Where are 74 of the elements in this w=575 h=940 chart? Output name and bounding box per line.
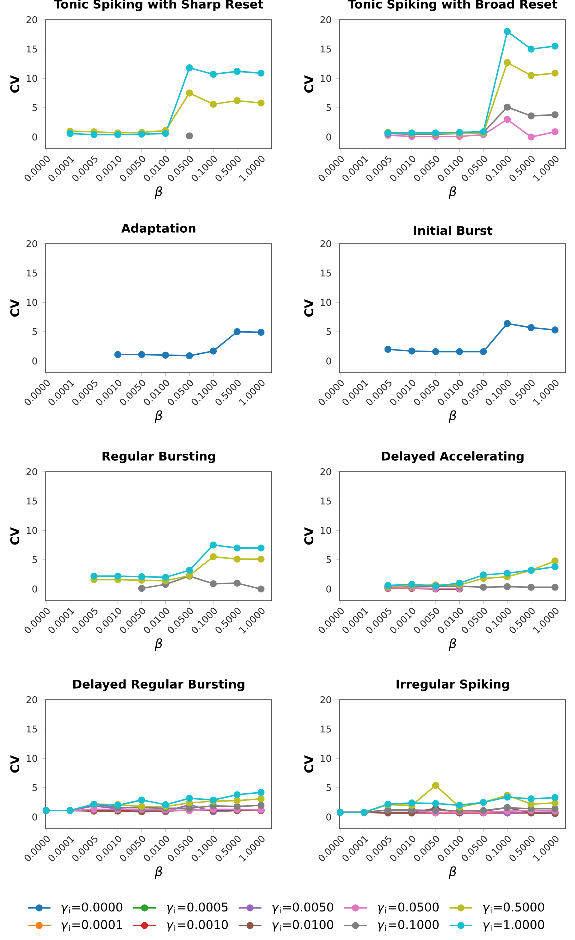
- chart-title: Irregular Spiking: [396, 680, 510, 692]
- y-axis-title: CV: [304, 300, 314, 317]
- y-tick-label: 15: [321, 498, 332, 505]
- legend-label: γ$_{i}$=0.1000: [378, 920, 439, 932]
- y-tick-label: 5: [326, 556, 332, 564]
- y-tick-label: 0: [32, 134, 38, 141]
- y-tick-label: 5: [32, 556, 38, 564]
- y-tick-label: 20: [320, 696, 332, 704]
- y-tick-label: 0: [32, 586, 38, 593]
- y-tick-label: 5: [32, 104, 38, 112]
- chart-title: Tonic Spiking with Broad Reset: [348, 0, 558, 12]
- y-tick-label: 20: [26, 240, 38, 248]
- y-tick-label: 10: [321, 75, 332, 82]
- legend-label: γ$_{i}$=0.0001: [62, 920, 122, 932]
- legend-label: γ$_{i}$=1.0000: [484, 920, 544, 932]
- y-axis-title: CV: [10, 528, 20, 545]
- y-tick-label: 15: [27, 46, 38, 53]
- chart-title: Tonic Spiking with Sharp Reset: [54, 0, 264, 12]
- x-axis-title: β: [154, 410, 162, 423]
- y-tick-label: 15: [27, 270, 38, 277]
- y-tick-label: 0: [326, 134, 332, 141]
- legend-label: γ$_{i}$=0.0100: [272, 920, 334, 932]
- y-tick-label: 10: [321, 527, 332, 534]
- legend-label: γ$_{i}$=0.0000: [62, 902, 123, 914]
- y-tick-label: 10: [27, 755, 38, 762]
- y-axis-title: CV: [10, 756, 20, 773]
- chart-title: Initial Burst: [414, 226, 493, 236]
- y-tick-label: 20: [320, 240, 332, 248]
- x-axis-title: β: [154, 186, 162, 199]
- y-tick-label: 15: [27, 498, 38, 505]
- y-tick-label: 20: [320, 468, 332, 476]
- y-axis-title: CV: [10, 300, 20, 317]
- chart-title: Delayed Accelerating: [382, 452, 524, 464]
- y-tick-label: 10: [27, 299, 38, 306]
- y-axis-title: CV: [304, 756, 314, 773]
- y-tick-label: 20: [26, 696, 38, 704]
- legend-label: γ$_{i}$=0.0050: [272, 902, 334, 914]
- y-axis-title: CV: [10, 76, 20, 93]
- y-tick-label: 5: [326, 104, 332, 112]
- y-tick-label: 10: [321, 299, 332, 306]
- legend-label: γ$_{i}$=0.0005: [167, 902, 228, 914]
- y-tick-label: 0: [326, 358, 332, 365]
- x-axis-title: β: [448, 866, 456, 879]
- y-tick-label: 0: [326, 814, 332, 821]
- chart-title: Delayed Regular Bursting: [73, 680, 245, 692]
- y-tick-label: 15: [321, 726, 332, 733]
- y-tick-label: 5: [32, 784, 38, 792]
- y-tick-label: 10: [27, 527, 38, 534]
- y-tick-label: 0: [326, 586, 332, 593]
- chart-title: Adaptation: [122, 224, 196, 236]
- chart-title: Regular Bursting: [102, 452, 216, 464]
- x-axis-title: β: [448, 186, 456, 199]
- y-tick-label: 20: [26, 468, 38, 476]
- y-axis-title: CV: [304, 528, 314, 545]
- y-tick-label: 0: [32, 358, 38, 365]
- y-tick-label: 10: [321, 755, 332, 762]
- y-axis-title: CV: [304, 76, 314, 93]
- legend-label: γ$_{i}$=0.5000: [484, 902, 544, 914]
- y-tick-label: 15: [321, 270, 332, 277]
- y-tick-label: 20: [320, 16, 332, 24]
- y-tick-label: 0: [32, 814, 38, 821]
- x-axis-title: β: [154, 638, 162, 651]
- y-tick-label: 20: [26, 16, 38, 24]
- y-tick-label: 10: [27, 75, 38, 82]
- y-tick-label: 5: [326, 784, 332, 792]
- x-axis-title: β: [448, 638, 456, 651]
- x-axis-title: β: [448, 410, 456, 423]
- y-tick-label: 5: [32, 328, 38, 336]
- y-tick-label: 15: [27, 726, 38, 733]
- y-tick-label: 5: [326, 328, 332, 336]
- legend-label: γ$_{i}$=0.0500: [378, 902, 439, 914]
- y-tick-label: 15: [321, 46, 332, 53]
- x-axis-title: β: [154, 866, 162, 879]
- legend-label: γ$_{i}$=0.0010: [167, 920, 228, 932]
